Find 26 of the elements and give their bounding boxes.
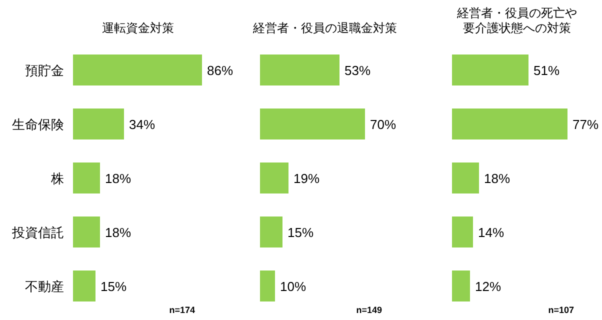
y-tick-label: 生命保険	[12, 117, 64, 132]
annotation: n=174	[169, 305, 195, 315]
chart-title: 運転資金対策	[102, 21, 174, 35]
chart-title: 経営者・役員の死亡や要介護状態への対策	[456, 6, 577, 35]
data-label: 18%	[484, 171, 510, 186]
data-label: 77%	[572, 117, 599, 132]
annotation: n=149	[356, 305, 382, 315]
data-label: 70%	[370, 117, 396, 132]
y-tick-label: 投資信託	[11, 225, 64, 240]
y-tick-label: 預貯金	[25, 63, 64, 78]
data-label: 19%	[294, 171, 320, 186]
annotation: n=107	[548, 305, 574, 315]
data-label: 18%	[105, 171, 132, 186]
data-label: 15%	[288, 225, 314, 240]
chart-title: 経営者・役員の退職金対策	[252, 21, 397, 35]
data-label: 10%	[280, 279, 306, 294]
data-label: 18%	[105, 225, 132, 240]
data-label: 12%	[475, 279, 502, 294]
y-tick-label: 株	[50, 171, 64, 186]
y-tick-label: 不動産	[25, 279, 64, 294]
data-label: 15%	[100, 279, 127, 294]
data-label: 53%	[344, 63, 371, 78]
data-label: 14%	[478, 225, 504, 240]
data-label: 34%	[129, 117, 156, 132]
data-label: 86%	[207, 63, 234, 78]
data-label: 51%	[534, 63, 560, 78]
